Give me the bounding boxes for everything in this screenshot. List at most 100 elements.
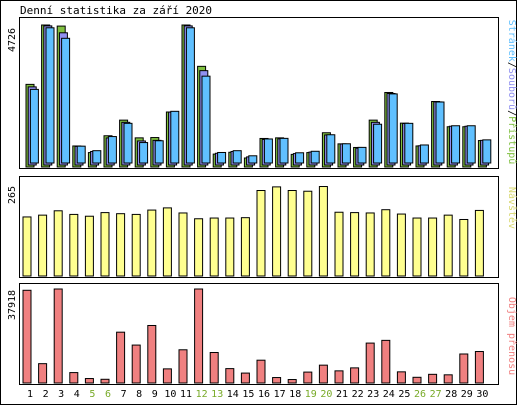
panel-volume-frame	[19, 283, 499, 385]
hits-bar-stranek-15	[248, 155, 258, 164]
volume-bar-8	[131, 344, 141, 384]
x-label-day-29: 29	[461, 389, 473, 400]
x-label-day-21: 21	[336, 389, 348, 400]
x-label-day-26: 26	[414, 389, 426, 400]
x-label-day-7: 7	[121, 389, 127, 400]
x-label-day-19: 19	[305, 389, 317, 400]
hits-bar-stranek-9	[154, 140, 164, 164]
x-label-day-14: 14	[227, 389, 239, 400]
visits-bar-25	[396, 213, 406, 277]
volume-bar-29	[459, 353, 469, 384]
volume-bar-13	[209, 352, 219, 384]
visits-bar-1	[22, 216, 32, 277]
volume-bar-27	[428, 373, 438, 384]
chart-title: Denní statistika za září 2020	[20, 4, 212, 17]
volume-bar-16	[256, 359, 266, 384]
volume-bar-1	[22, 289, 32, 384]
hits-bar-stranek-29	[466, 125, 476, 164]
volume-bar-22	[350, 367, 360, 384]
panel-visits-frame	[19, 176, 499, 278]
visits-bar-17	[272, 186, 282, 277]
hits-bar-stranek-5	[92, 150, 102, 164]
volume-bar-11	[178, 349, 188, 384]
x-label-day-1: 1	[27, 389, 33, 400]
visits-bar-21	[334, 211, 344, 277]
visits-bar-15	[240, 217, 250, 277]
x-label-day-12: 12	[196, 389, 208, 400]
x-label-day-8: 8	[136, 389, 142, 400]
visits-bar-8	[131, 213, 141, 277]
hits-bar-stranek-28	[451, 125, 461, 164]
visits-bar-16	[256, 190, 266, 277]
visits-bar-13	[209, 217, 219, 277]
hits-bar-stranek-22	[357, 146, 367, 164]
volume-bar-26	[412, 376, 422, 384]
volume-bar-23	[365, 342, 375, 384]
x-label-day-10: 10	[164, 389, 176, 400]
volume-bar-20	[318, 364, 328, 384]
visits-bar-29	[459, 218, 469, 277]
bars-visits-group	[22, 186, 484, 277]
hits-bar-stranek-21	[341, 143, 351, 164]
legend-volume: Objem přenosu	[506, 297, 517, 375]
x-label-day-27: 27	[430, 389, 442, 400]
y-max-label-volume: 37918	[7, 290, 18, 320]
visits-bar-3	[53, 210, 63, 277]
volume-bar-17	[272, 377, 282, 384]
legend-sep-2: /	[506, 110, 517, 116]
x-label-day-11: 11	[180, 389, 192, 400]
volume-bar-24	[381, 339, 391, 384]
volume-bar-5	[84, 378, 94, 384]
visits-bar-24	[381, 209, 391, 277]
hits-bar-stranek-25	[404, 122, 414, 164]
volume-bar-28	[443, 374, 453, 384]
hits-bar-stranek-10	[170, 110, 180, 164]
x-label-day-30: 30	[476, 389, 488, 400]
x-label-day-24: 24	[383, 389, 395, 400]
x-label-day-18: 18	[289, 389, 301, 400]
visits-bar-11	[178, 212, 188, 277]
x-axis-labels: 1 2 3 4 5 6 7 8 9 10 11 12 13 14 15 16 17 18 19 20 21 22 23 24 2…	[27, 389, 488, 400]
volume-bar-14	[225, 368, 235, 384]
x-label-day-6: 6	[105, 389, 111, 400]
x-label-day-25: 25	[398, 389, 410, 400]
volume-bar-25	[396, 371, 406, 384]
volume-bar-12	[194, 288, 204, 384]
hits-bar-stranek-7	[123, 122, 133, 164]
visits-bar-5	[84, 215, 94, 277]
hits-bar-stranek-20	[326, 134, 336, 164]
visits-bar-22	[350, 212, 360, 277]
hits-bar-stranek-6	[107, 136, 117, 164]
hits-bar-stranek-23	[373, 123, 383, 164]
hits-bar-stranek-12	[201, 75, 211, 164]
visits-bar-10	[162, 207, 172, 277]
visits-bar-9	[147, 209, 157, 277]
hits-bar-stranek-3	[61, 37, 71, 164]
bars-hits-group	[25, 24, 492, 168]
hits-bar-stranek-19	[310, 150, 320, 164]
visits-bar-7	[116, 213, 126, 277]
y-max-label-visits: 265	[7, 186, 18, 204]
visits-bar-30	[474, 209, 484, 277]
hits-bar-stranek-13	[217, 151, 227, 164]
legend-visits: Návštěv	[506, 187, 517, 229]
hits-bar-stranek-26	[419, 144, 429, 164]
visits-bar-4	[69, 213, 79, 277]
hits-bar-stranek-18	[295, 152, 305, 164]
x-label-day-9: 9	[152, 389, 158, 400]
visits-bar-12	[194, 218, 204, 277]
volume-bar-4	[69, 372, 79, 384]
y-max-label-hits: 4726	[7, 28, 18, 52]
x-label-day-15: 15	[242, 389, 254, 400]
x-label-day-3: 3	[58, 389, 64, 400]
visits-bar-20	[318, 186, 328, 277]
hits-bar-stranek-17	[279, 137, 289, 164]
x-label-day-22: 22	[352, 389, 364, 400]
volume-bar-19	[303, 371, 313, 384]
volume-bar-2	[38, 363, 48, 384]
legend-sep-1: /	[506, 62, 517, 68]
x-label-day-13: 13	[211, 389, 223, 400]
visits-bar-23	[365, 212, 375, 277]
